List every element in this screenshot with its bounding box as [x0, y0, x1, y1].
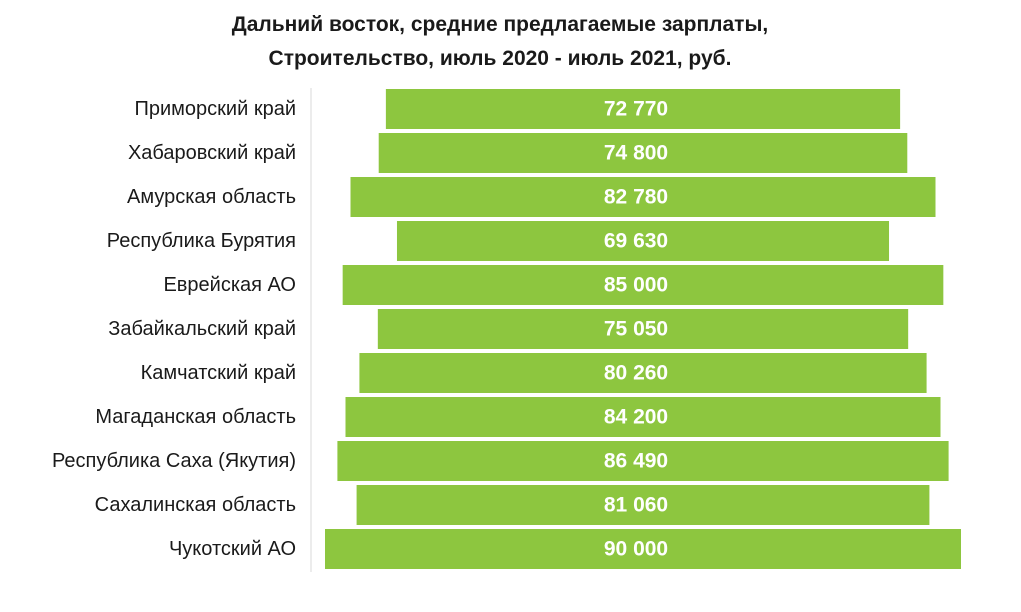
value-label-4: 85 000 [604, 274, 668, 297]
chart-title: Дальний восток, средние предлагаемые зар… [0, 8, 1000, 76]
bar-5 [377, 309, 909, 349]
bar-2 [350, 177, 936, 217]
category-label-8: Республика Саха (Якутия) [52, 450, 296, 472]
value-label-9: 81 060 [604, 494, 668, 517]
category-label-10: Чукотский АО [169, 538, 296, 560]
bar-0 [385, 89, 901, 129]
category-label-4: Еврейская АО [163, 274, 296, 296]
category-label-0: Приморский край [135, 98, 296, 120]
chart-title-line-1: Дальний восток, средние предлагаемые зар… [231, 13, 769, 36]
bar-10 [325, 529, 961, 569]
bar-7 [345, 397, 941, 437]
value-label-5: 75 050 [604, 318, 668, 341]
value-label-0: 72 770 [604, 98, 668, 121]
category-label-5: Забайкальский край [108, 318, 296, 340]
value-label-1: 74 800 [604, 142, 668, 165]
chart-title-line-2: Строительство, июль 2020 - июль 2021, ру… [268, 47, 732, 70]
category-label-2: Амурская область [127, 186, 296, 208]
value-label-8: 86 490 [604, 450, 668, 473]
bar-9 [356, 485, 930, 525]
category-label-9: Сахалинская область [95, 494, 296, 516]
value-label-10: 90 000 [604, 538, 668, 561]
category-label-1: Хабаровский край [128, 142, 296, 164]
value-label-6: 80 260 [604, 362, 668, 385]
value-label-2: 82 780 [604, 186, 668, 209]
bar-4 [342, 265, 944, 305]
category-label-7: Магаданская область [95, 406, 296, 428]
value-label-7: 84 200 [604, 406, 668, 429]
value-label-3: 69 630 [604, 230, 668, 253]
bar-3 [396, 221, 890, 261]
bar-8 [337, 441, 949, 481]
category-label-3: Республика Бурятия [107, 230, 296, 252]
bar-6 [359, 353, 927, 393]
category-label-6: Камчатский край [141, 362, 296, 384]
bar-1 [378, 133, 908, 173]
